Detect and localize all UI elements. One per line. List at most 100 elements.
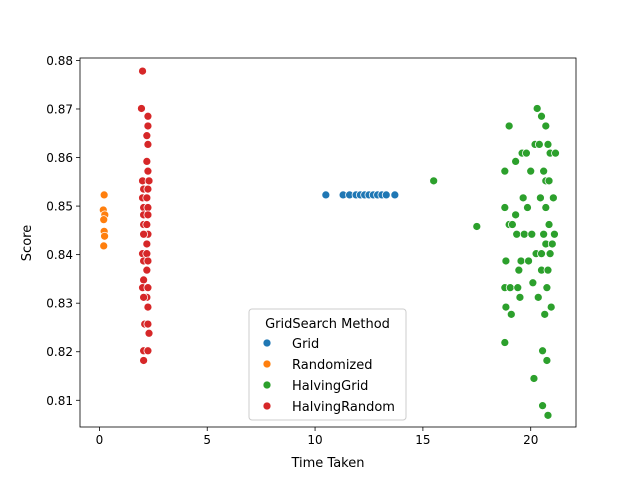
data-point-halvinggrid-52 (543, 265, 553, 275)
data-point-halvinggrid-3 (500, 203, 510, 212)
data-point-halvinggrid-11 (506, 309, 516, 319)
data-point-halvinggrid-4 (501, 256, 511, 266)
data-point-halvinggrid-34 (534, 140, 544, 149)
x-tick-label: 15 (415, 433, 430, 447)
y-tick-label: 0.81 (46, 394, 73, 408)
data-point-halvinggrid-56 (545, 249, 555, 259)
data-point-halvinggrid-8 (504, 121, 514, 131)
data-point-halvingrandom-11 (143, 184, 153, 194)
data-point-halvingrandom-21 (139, 229, 148, 239)
data-point-halvingrandom-19 (142, 220, 152, 229)
data-point-halvingrandom-30 (143, 283, 153, 293)
data-point-halvinggrid-49 (542, 356, 552, 365)
data-point-halvinggrid-12 (508, 220, 517, 229)
data-point-halvinggrid-58 (547, 239, 557, 249)
legend-title: GridSearch Method (265, 317, 390, 332)
data-point-halvinggrid-35 (536, 193, 545, 203)
data-point-halvinggrid-29 (529, 374, 539, 383)
y-axis-label: Score (20, 225, 35, 261)
data-point-halvinggrid-61 (551, 148, 560, 158)
y-tick-label: 0.86 (46, 151, 73, 165)
x-tick-label: 5 (203, 433, 211, 447)
data-point-halvinggrid-22 (519, 229, 529, 239)
data-point-halvingrandom-36 (144, 328, 154, 338)
data-point-halvinggrid-51 (543, 140, 553, 149)
legend-marker-halvinggrid (262, 380, 272, 390)
data-point-grid-11 (390, 190, 400, 200)
data-point-halvinggrid-17 (514, 265, 524, 275)
data-point-halvingrandom-1 (137, 104, 146, 113)
data-point-halvinggrid-32 (532, 104, 542, 113)
data-point-halvingrandom-28 (139, 275, 148, 285)
data-point-grid-0 (321, 190, 331, 200)
data-point-halvingrandom-33 (143, 302, 153, 312)
data-point-halvinggrid-43 (540, 309, 550, 319)
data-point-halvinggrid-15 (512, 229, 522, 239)
legend-label-randomized: Randomized (292, 358, 373, 373)
data-point-halvingrandom-15 (143, 203, 153, 212)
y-tick-label: 0.83 (46, 297, 73, 311)
data-point-halvinggrid-7 (500, 338, 510, 347)
data-point-randomized-6 (99, 241, 109, 251)
data-point-halvingrandom-3 (143, 121, 153, 131)
data-point-halvinggrid-42 (539, 229, 549, 239)
data-point-halvinggrid-28 (528, 278, 538, 288)
data-point-halvinggrid-2 (500, 166, 510, 176)
points-layer (98, 66, 560, 420)
x-tick-label: 10 (307, 433, 322, 447)
data-point-halvinggrid-59 (548, 193, 558, 203)
data-point-halvinggrid-14 (511, 157, 520, 166)
data-point-randomized-0 (99, 190, 109, 200)
data-point-halvingrandom-6 (142, 157, 152, 166)
data-point-halvinggrid-33 (533, 292, 543, 302)
data-point-halvingrandom-39 (139, 356, 148, 365)
data-point-halvinggrid-60 (550, 229, 559, 239)
data-point-halvinggrid-19 (516, 256, 526, 266)
data-point-halvingrandom-2 (143, 111, 153, 121)
data-point-halvingrandom-4 (142, 131, 152, 141)
data-point-halvinggrid-18 (515, 292, 525, 302)
data-point-halvingrandom-22 (142, 239, 152, 249)
data-point-halvinggrid-54 (544, 220, 554, 229)
data-point-halvinggrid-44 (541, 121, 551, 131)
y-tick-label: 0.84 (46, 248, 73, 262)
data-point-halvinggrid-46 (541, 203, 551, 212)
data-point-halvinggrid-24 (523, 203, 532, 212)
legend-label-halvinggrid: HalvingGrid (292, 379, 368, 394)
legend-marker-randomized (262, 359, 272, 369)
legend-entries: Grid Randomized HalvingGrid HalvingRandom (262, 337, 395, 415)
data-point-halvinggrid-1 (472, 222, 482, 231)
data-point-halvingrandom-5 (143, 140, 153, 149)
y-tick-label: 0.82 (46, 345, 73, 359)
y-tick-label: 0.87 (46, 102, 73, 116)
data-point-halvinggrid-57 (546, 302, 556, 312)
data-point-halvinggrid-53 (544, 176, 554, 186)
data-point-halvingrandom-24 (142, 249, 152, 259)
data-point-halvingrandom-32 (139, 292, 148, 302)
axes-layer: 0 5 10 15 20 0.81 0.82 0.83 0.84 0.85 0.86 0.87 0.88 (46, 54, 577, 447)
legend-label-halvingrandom: HalvingRandom (292, 400, 395, 415)
x-axis-label: Time Taken (290, 456, 364, 471)
data-point-halvingrandom-7 (143, 166, 153, 176)
data-point-halvinggrid-41 (539, 166, 549, 176)
data-point-randomized-5 (100, 231, 109, 241)
legend-marker-halvingrandom (262, 401, 272, 411)
data-point-halvingrandom-26 (143, 256, 153, 266)
legend-label-grid: Grid (292, 337, 319, 352)
y-tick-label: 0.88 (46, 54, 73, 68)
data-point-halvinggrid-36 (537, 111, 546, 121)
legend-frame (248, 308, 407, 421)
data-point-halvinggrid-25 (524, 256, 533, 266)
y-tick-label: 0.85 (46, 200, 73, 214)
data-point-halvinggrid-27 (527, 229, 537, 239)
x-tick-label: 0 (96, 433, 104, 447)
data-point-halvingrandom-27 (142, 265, 152, 275)
data-point-halvinggrid-48 (542, 283, 552, 293)
data-point-halvinggrid-10 (505, 283, 515, 293)
data-point-halvinggrid-21 (518, 193, 528, 203)
data-point-randomized-3 (99, 215, 109, 225)
data-point-halvinggrid-6 (501, 302, 511, 312)
data-point-halvingrandom-38 (143, 346, 153, 356)
data-point-halvinggrid-0 (429, 176, 439, 186)
